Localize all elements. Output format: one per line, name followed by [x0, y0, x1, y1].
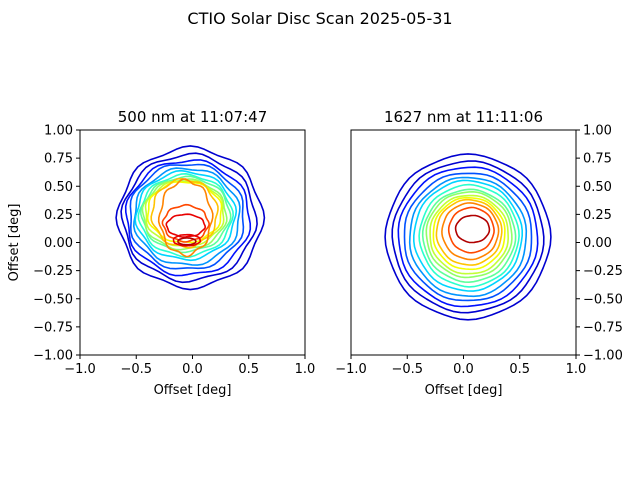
contour-level-8	[425, 191, 513, 279]
contour-level-2	[397, 166, 539, 308]
x-tick-label: 0.5	[509, 362, 530, 377]
panel-title: 1627 nm at 11:11:06	[384, 108, 543, 126]
panel-500nm: 500 nm at 11:07:47 −1.0 −0.5 0.0 0.5 1.0 −1.00…	[7, 108, 315, 398]
y-tick-label: −0.75	[33, 320, 73, 335]
contour-level-3	[129, 163, 245, 270]
contour-level-7	[421, 188, 517, 284]
x-axis-label: Offset [deg]	[425, 383, 503, 398]
y-tick-label: 0.50	[583, 180, 612, 195]
contour-level-16	[177, 237, 197, 246]
panel-title: 500 nm at 11:07:47	[118, 108, 268, 126]
x-tick-label: −1.0	[64, 362, 96, 377]
contour-level-13	[447, 206, 495, 254]
y-tick-label: −0.25	[33, 264, 73, 279]
x-axis-label: Offset [deg]	[154, 383, 232, 398]
y-tick-label: 0.50	[44, 180, 73, 195]
contour-level-13	[161, 203, 210, 243]
y-tick-label: 0.00	[583, 236, 612, 251]
y-tick-label: 0.75	[583, 152, 612, 167]
contour-level-5	[412, 179, 524, 292]
contour-level-3	[403, 172, 533, 302]
figure-title: CTIO Solar Disc Scan 2025-05-31	[187, 9, 452, 28]
contour-lines	[115, 145, 266, 291]
x-tick-label: 0.0	[182, 362, 203, 377]
contour-level-2	[124, 159, 252, 277]
contour-lines	[384, 153, 552, 321]
contour-level-4	[408, 176, 528, 298]
contour-level-12	[157, 178, 214, 258]
x-tick-label: 0.5	[238, 362, 259, 377]
panel-1627nm: 1627 nm at 11:11:06 −1.0 −0.5 0.0 0.5 1.0−1.0…	[335, 108, 623, 398]
x-tick-label: −1.0	[335, 362, 367, 377]
contour-level-6	[418, 183, 520, 288]
y-tick-label: −0.75	[583, 320, 623, 335]
y-tick-label: −1.00	[583, 349, 623, 364]
y-tick-label: 0.25	[44, 208, 73, 223]
contour-level-7	[140, 175, 232, 254]
contour-level-0	[115, 145, 266, 291]
y-tick-label: −0.50	[33, 292, 73, 307]
y-tick-label: 0.00	[44, 236, 73, 251]
contour-level-1	[391, 160, 545, 314]
x-tick-label: −0.5	[391, 362, 423, 377]
contour-level-12	[441, 202, 500, 261]
contour-level-5	[134, 169, 238, 262]
contour-level-11	[435, 198, 503, 266]
contour-level-15	[172, 233, 202, 247]
y-tick-label: 1.00	[583, 124, 612, 139]
contour-level-10	[432, 196, 506, 271]
x-tick-label: −0.5	[120, 362, 152, 377]
y-tick-label: −0.25	[583, 264, 623, 279]
y-tick-label: 0.25	[583, 208, 612, 223]
y-axis-label: Offset [deg]	[7, 204, 22, 282]
contour-level-6	[137, 173, 234, 259]
y-tick-label: 0.75	[44, 152, 73, 167]
x-tick-label: 1.0	[566, 362, 587, 377]
contour-level-14	[454, 214, 491, 244]
y-tick-label: −0.50	[583, 292, 623, 307]
contour-level-1	[120, 152, 258, 284]
x-tick-label: 1.0	[295, 362, 316, 377]
y-tick-label: −1.00	[33, 349, 73, 364]
y-tick-label: 1.00	[44, 124, 73, 139]
x-tick-label: 0.0	[453, 362, 474, 377]
contour-level-9	[429, 194, 510, 275]
contour-level-0	[384, 153, 552, 321]
